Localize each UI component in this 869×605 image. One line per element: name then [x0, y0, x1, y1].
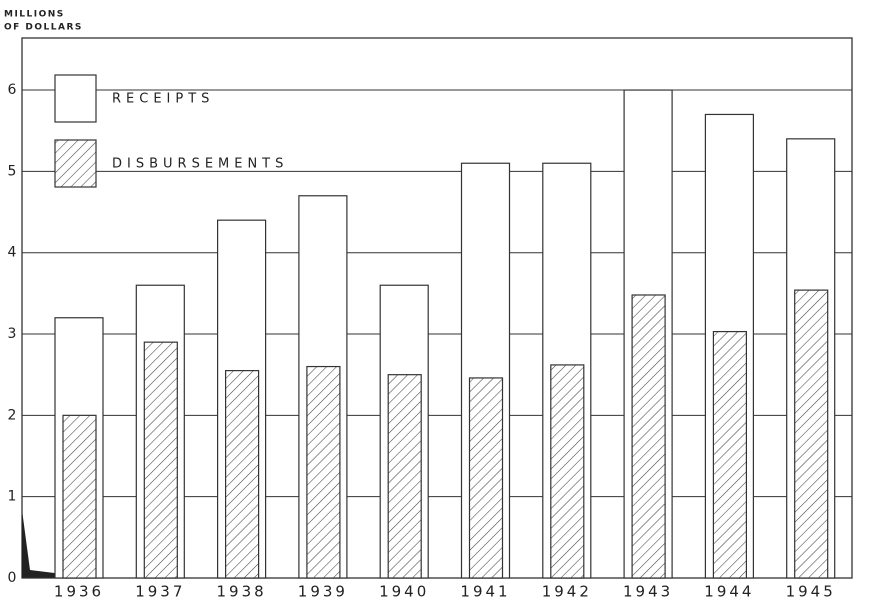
bar [62, 414, 97, 579]
bar [794, 289, 829, 579]
bar [143, 341, 178, 579]
x-tick-label: 1939 [298, 583, 348, 601]
bar [550, 364, 585, 579]
y-axis-label: MILLIONS [4, 10, 65, 20]
y-tick-label: 2 [8, 407, 17, 423]
legend-label: DISBURSEMENTS [112, 157, 288, 172]
x-tick-label: 1942 [542, 583, 592, 601]
x-tick-label: 1945 [786, 583, 836, 601]
y-tick-label: 3 [8, 326, 17, 342]
x-tick-label: 1937 [135, 583, 185, 601]
corner-mark [22, 510, 95, 578]
y-tick-label: 0 [8, 570, 17, 586]
x-tick-label: 1941 [460, 583, 510, 601]
legend-label: RECEIPTS [112, 92, 214, 107]
bar [387, 374, 422, 579]
y-axis-label: OF DOLLARS [4, 23, 83, 33]
bar [306, 365, 341, 579]
bar [631, 294, 666, 579]
bar [468, 377, 504, 579]
y-tick-label: 5 [8, 163, 17, 179]
y-tick-label: 1 [8, 489, 17, 505]
x-tick-label: 1938 [217, 583, 267, 601]
bar [225, 370, 260, 579]
legend-swatch [54, 74, 97, 123]
y-tick-label: 4 [8, 245, 17, 261]
x-tick-label: 1940 [379, 583, 429, 601]
x-tick-label: 1944 [704, 583, 754, 601]
y-tick-label: 6 [8, 82, 17, 98]
x-tick-label: 1943 [623, 583, 673, 601]
legend-swatch [54, 139, 97, 188]
bar [712, 330, 748, 579]
x-tick-label: 1936 [54, 583, 104, 601]
